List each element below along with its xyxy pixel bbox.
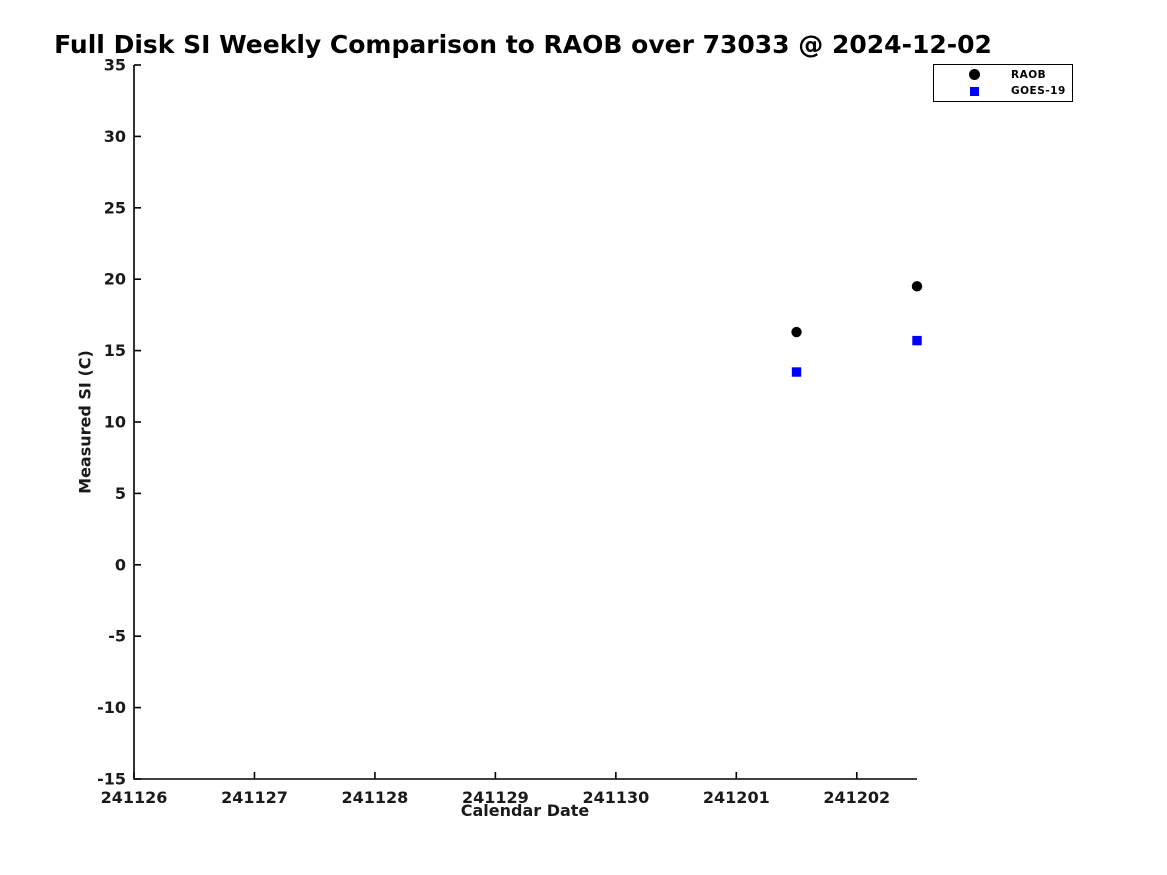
y-tick-label: 25 xyxy=(104,198,126,217)
x-tick-label: 241127 xyxy=(221,788,288,807)
x-tick-label: 241129 xyxy=(462,788,529,807)
x-tick-label: 241202 xyxy=(823,788,890,807)
raob-circle-marker-icon xyxy=(954,69,994,81)
y-tick-label: 5 xyxy=(115,484,126,503)
x-axis-label: Calendar Date xyxy=(460,801,590,820)
chart-title: Full Disk SI Weekly Comparison to RAOB o… xyxy=(54,30,992,59)
x-tick-label: 241126 xyxy=(101,788,168,807)
y-tick-label: -5 xyxy=(108,627,126,646)
y-tick-label: 10 xyxy=(104,413,126,432)
y-tick-label: 35 xyxy=(104,56,126,75)
goes-19-square-marker-icon xyxy=(954,86,994,96)
legend-label-raob: RAOB xyxy=(1011,68,1047,81)
legend-item-raob: RAOB xyxy=(934,68,1072,82)
x-tick-label: 241128 xyxy=(342,788,409,807)
data-point-goes-19 xyxy=(912,335,922,346)
y-tick-label: -10 xyxy=(97,698,126,717)
y-tick-label: 15 xyxy=(104,341,126,360)
data-point-goes-19 xyxy=(791,367,802,377)
legend-item-goes-19: GOES-19 xyxy=(934,84,1072,98)
x-tick-label: 241130 xyxy=(582,788,649,807)
legend-box: RAOB GOES-19 xyxy=(933,64,1073,102)
y-tick-label: 30 xyxy=(104,127,126,146)
data-point-raob xyxy=(791,326,802,338)
y-tick-label: 20 xyxy=(104,270,126,289)
x-tick-label: 241201 xyxy=(703,788,770,807)
data-point-raob xyxy=(911,281,923,292)
y-tick-label: -15 xyxy=(97,770,126,789)
axes-frame xyxy=(133,65,917,780)
y-tick-label: 0 xyxy=(115,555,126,574)
legend-label-goes-19: GOES-19 xyxy=(1011,85,1066,98)
